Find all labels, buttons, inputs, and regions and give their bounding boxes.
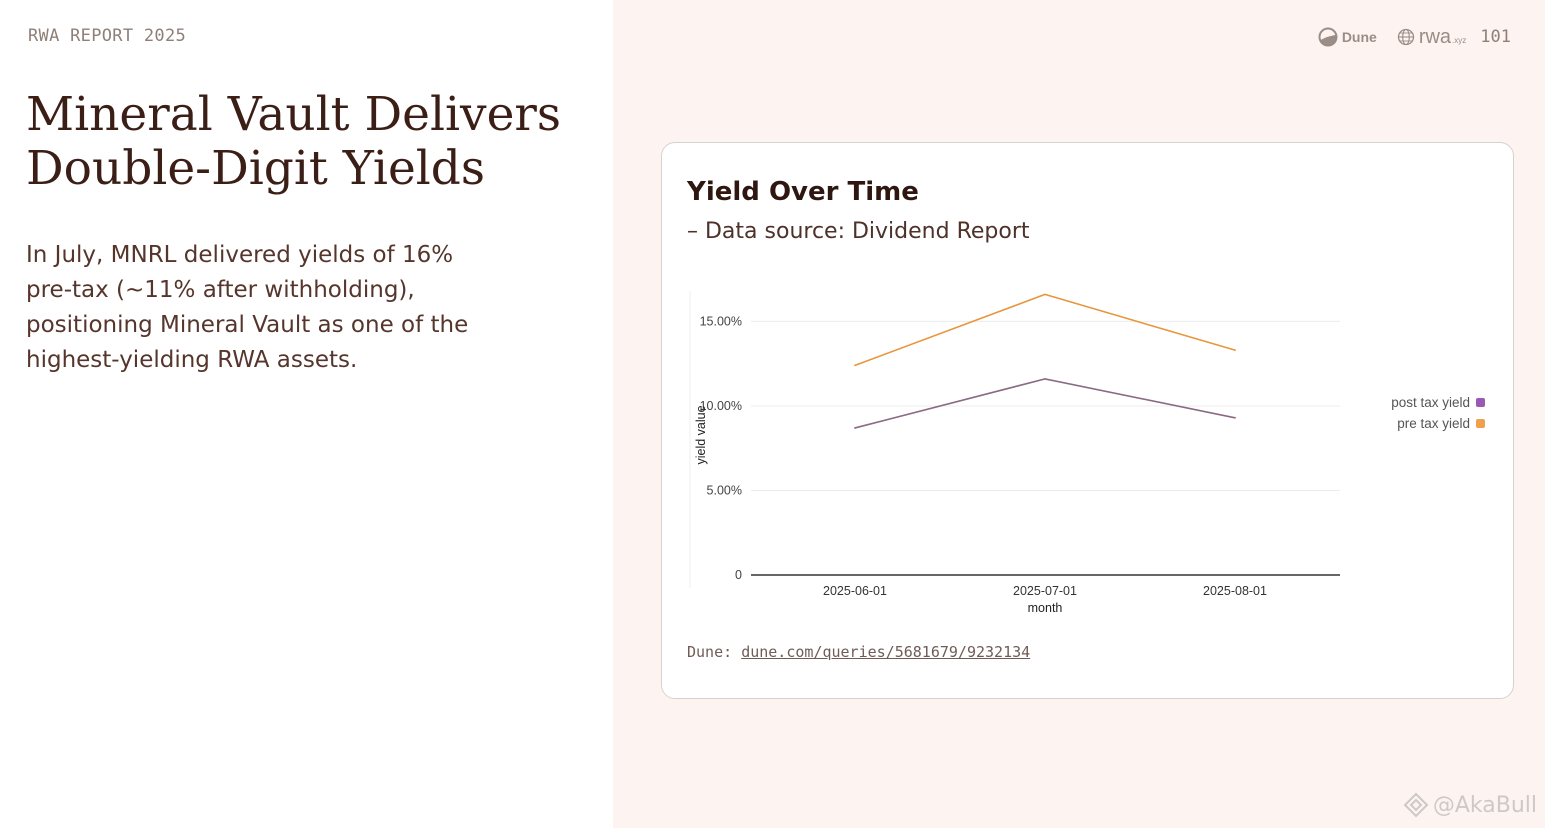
y-tick-label: 10.00%: [700, 399, 742, 413]
chart-title: Yield Over Time: [687, 177, 919, 207]
y-axis-title: yield value: [694, 405, 708, 464]
rwa-logo-text: rwa.xyz: [1418, 25, 1467, 48]
y-tick-label: 0: [735, 568, 742, 582]
data-point: [1044, 293, 1046, 296]
legend-label: post tax yield: [1391, 395, 1470, 410]
legend-swatch: [1476, 419, 1485, 428]
dune-logo: Dune: [1318, 27, 1377, 47]
legend-label: pre tax yield: [1397, 416, 1470, 431]
report-label: RWA REPORT 2025: [28, 26, 187, 46]
dune-logo-icon: [1318, 27, 1338, 47]
x-axis-title: month: [1028, 601, 1063, 615]
data-point: [1234, 349, 1236, 351]
watermark-text: @AkaBull: [1432, 792, 1537, 818]
series-line: [854, 378, 1236, 429]
body-text: In July, MNRL delivered yields of 16% pr…: [26, 242, 469, 373]
headline: Mineral Vault Delivers Double-Digit Yiel…: [26, 87, 561, 196]
source-link[interactable]: dune.com/queries/5681679/9232134: [741, 643, 1031, 661]
dune-logo-text: Dune: [1341, 29, 1377, 45]
left-panel: RWA REPORT 2025 Mineral Vault Delivers D…: [0, 0, 613, 828]
data-point: [1044, 378, 1046, 380]
source-prefix: Dune:: [687, 643, 733, 661]
page-number: 101: [1480, 27, 1511, 47]
data-point: [1234, 416, 1236, 419]
line-chart: 0 5.00% 10.00% 15.00% 2025-06-01 2025-07-01 20…: [689, 291, 1485, 615]
rwa-logo: rwa.xyz: [1397, 26, 1466, 49]
watermark: @AkaBull: [1403, 792, 1537, 818]
data-point: [854, 364, 856, 367]
source-line: Dune: dune.com/queries/5681679/9232134: [687, 643, 1030, 661]
x-tick-label: 2025-07-01: [1013, 584, 1077, 598]
brand-bar: Dune rwa.xyz 101: [1318, 24, 1511, 50]
x-tick-label: 2025-08-01: [1203, 584, 1267, 598]
y-tick-label: 15.00%: [700, 314, 742, 328]
x-tick-label: 2025-06-01: [823, 584, 887, 598]
series-line: [854, 293, 1236, 367]
diamond-logo-icon: [1403, 792, 1429, 818]
globe-icon: [1397, 28, 1414, 46]
data-point: [854, 427, 856, 429]
chart-card: Yield Over Time – Data source: Dividend …: [661, 142, 1514, 699]
chart-subtitle: – Data source: Dividend Report: [687, 219, 1030, 244]
legend-swatch: [1476, 398, 1485, 407]
y-tick-label: 5.00%: [707, 483, 742, 497]
